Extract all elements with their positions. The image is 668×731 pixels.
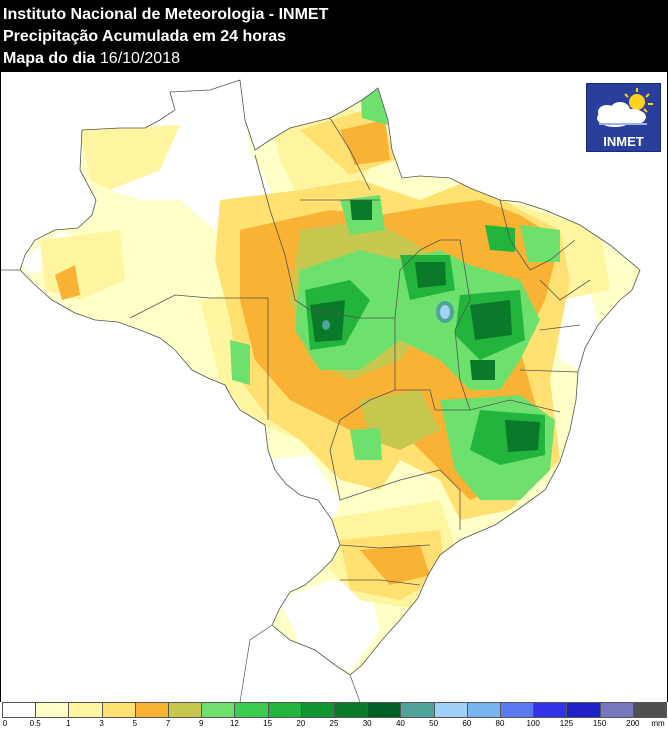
legend-swatch — [267, 702, 302, 718]
legend-swatch — [134, 702, 169, 718]
legend-swatch — [201, 702, 236, 718]
legend-tick-label: 60 — [462, 719, 472, 728]
legend-tick-label: 125 — [559, 719, 574, 728]
legend-tick-label: 30 — [362, 719, 372, 728]
legend-swatch — [400, 702, 435, 718]
neighbor-borders — [0, 269, 361, 702]
logo-text: INMET — [603, 134, 644, 149]
legend-tick-label: 80 — [495, 719, 505, 728]
legend-swatch — [533, 702, 568, 718]
legend-tick-label: 15 — [263, 719, 273, 728]
legend-tick-label: 150 — [592, 719, 607, 728]
institute-title: Instituto Nacional de Meteorologia - INM… — [3, 6, 329, 23]
legend-tick-label: 0.5 — [29, 719, 41, 728]
legend-tick-label: 200 — [626, 719, 640, 728]
legend-tick-label: 9 — [198, 719, 204, 728]
legend-unit-label: mm — [651, 719, 665, 728]
map-date: 16/10/2018 — [99, 50, 180, 67]
legend-swatch — [334, 702, 369, 718]
state-borders — [19, 79, 641, 676]
legend-swatch — [101, 702, 136, 718]
precipitation-field — [20, 80, 610, 672]
legend-swatch — [2, 702, 37, 718]
legend-tick-label: 3 — [99, 719, 104, 728]
map-header: Instituto Nacional de Meteorologia - INM… — [0, 0, 668, 72]
legend-swatch — [367, 702, 402, 718]
legend-tick-label: 12 — [229, 719, 239, 728]
legend-tick-label: 7 — [165, 719, 171, 728]
legend-tick-label: 5 — [132, 719, 138, 728]
legend-tick-label: 100 — [526, 719, 540, 728]
precipitation-map — [0, 72, 668, 702]
inmet-logo: INMET — [586, 83, 661, 152]
map-date-line: Mapa do dia 16/10/2018 — [3, 49, 180, 68]
legend-swatch — [35, 702, 70, 718]
legend-swatch — [632, 702, 667, 718]
legend-swatch — [168, 702, 203, 718]
legend-swatch — [68, 702, 103, 718]
legend-swatch — [234, 702, 269, 718]
legend-swatch — [599, 702, 634, 718]
legend-tick-label: 40 — [395, 719, 405, 728]
sun-cloud-icon — [597, 88, 653, 127]
legend-tick-label: 1 — [66, 719, 71, 728]
legend-tick-label: 25 — [329, 719, 339, 728]
legend-swatch — [433, 702, 468, 718]
legend-swatch — [566, 702, 601, 718]
map-frame — [0, 72, 668, 730]
legend-swatch — [300, 702, 335, 718]
legend-swatch — [500, 702, 535, 718]
legend-tick-label: 50 — [429, 719, 439, 728]
map-date-prefix: Mapa do dia — [3, 50, 96, 67]
legend-swatch — [466, 702, 501, 718]
legend-tick-label: 20 — [296, 719, 306, 728]
legend-tick-label: 0 — [2, 719, 8, 728]
map-title: Precipitação Acumulada em 24 horas — [3, 28, 287, 45]
